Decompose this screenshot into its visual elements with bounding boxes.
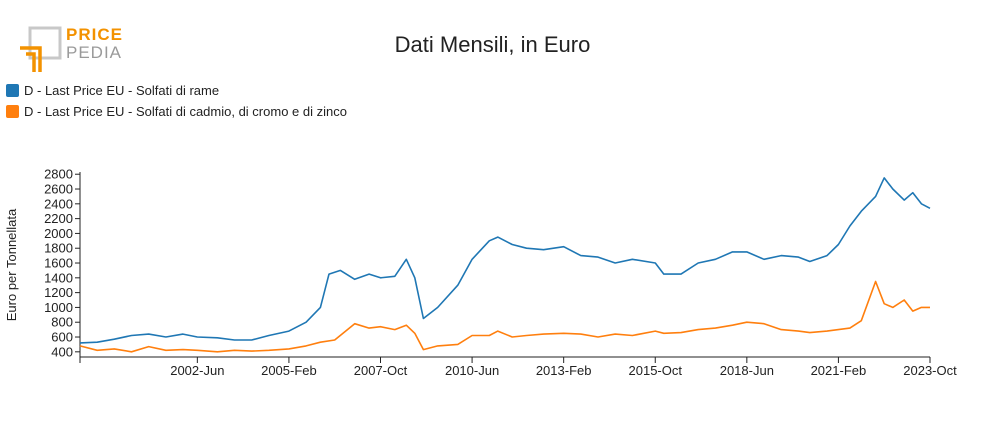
chart-title: Dati Mensili, in Euro xyxy=(394,32,591,57)
x-tick-label: 2021-Feb xyxy=(811,363,867,378)
x-tick-label: 2015-Oct xyxy=(629,363,683,378)
y-tick-label: 2200 xyxy=(44,211,73,226)
y-tick-label: 1000 xyxy=(44,300,73,315)
x-tick-label: 2002-Jun xyxy=(170,363,224,378)
y-tick-label: 2800 xyxy=(44,167,73,182)
logo-word-price: PRICE xyxy=(66,25,123,44)
chart-legend: D - Last Price EU - Solfati di rame D - … xyxy=(6,80,347,122)
legend-swatch-series-2 xyxy=(6,105,19,118)
series-line-2 xyxy=(79,280,930,353)
legend-label-series-2: D - Last Price EU - Solfati di cadmio, d… xyxy=(24,104,347,119)
x-tick-label: 2013-Feb xyxy=(536,363,592,378)
y-axis: 4006008001000120014001600180020002200240… xyxy=(44,167,81,359)
x-tick-label: 2005-Feb xyxy=(261,363,317,378)
y-tick-label: 2600 xyxy=(44,182,73,197)
y-tick-label: 1400 xyxy=(44,270,73,285)
pricepedia-logo-mark xyxy=(20,26,62,72)
legend-label-series-1: D - Last Price EU - Solfati di rame xyxy=(24,83,220,98)
x-tick-label: 2023-Oct xyxy=(903,363,957,378)
logo-word-pedia: PEDIA xyxy=(66,43,123,62)
y-axis-label: Euro per Tonnellata xyxy=(4,208,19,321)
x-tick-label: 2010-Jun xyxy=(445,363,499,378)
plot-area xyxy=(79,177,931,353)
y-tick-label: 800 xyxy=(51,315,73,330)
x-tick-label: 2007-Oct xyxy=(354,363,408,378)
y-tick-label: 1600 xyxy=(44,256,73,271)
y-tick-label: 400 xyxy=(51,344,73,359)
x-tick-label: 2018-Jun xyxy=(720,363,774,378)
y-tick-label: 600 xyxy=(51,330,73,345)
x-axis: 2002-Jun 2005-Feb 2007-Oct 2010-Jun 2013-Feb… xyxy=(79,356,957,378)
y-tick-label: 1800 xyxy=(44,241,73,256)
pricepedia-logo: PRICE PEDIA xyxy=(18,26,128,76)
legend-item-series-2[interactable]: D - Last Price EU - Solfati di cadmio, d… xyxy=(6,101,347,122)
legend-swatch-series-1 xyxy=(6,84,19,97)
legend-item-series-1[interactable]: D - Last Price EU - Solfati di rame xyxy=(6,80,347,101)
series-line-1 xyxy=(79,177,931,344)
y-tick-label: 1200 xyxy=(44,285,73,300)
y-tick-label: 2000 xyxy=(44,226,73,241)
y-tick-label: 2400 xyxy=(44,196,73,211)
